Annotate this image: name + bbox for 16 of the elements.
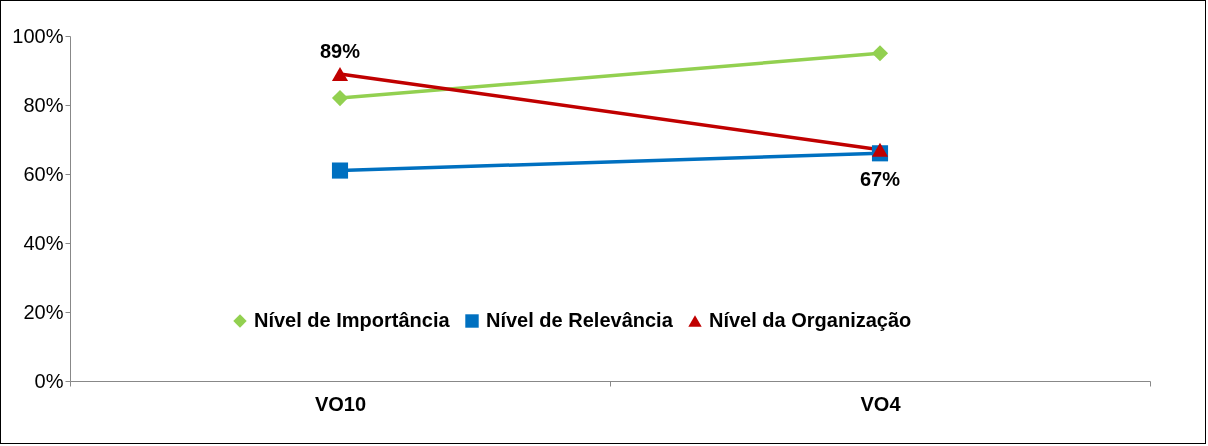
point xyxy=(331,162,349,179)
legend-label: Nível de Relevância xyxy=(486,309,674,331)
y-tick-label: 0% xyxy=(34,369,64,392)
y-tick-label: 80% xyxy=(23,93,64,116)
legend-label: Nível da Organização xyxy=(709,309,912,331)
point xyxy=(871,45,889,62)
y-tick-label: 20% xyxy=(23,300,64,323)
y-tick-label: 100% xyxy=(12,24,64,47)
legend-label: Nível de Importância xyxy=(254,309,451,331)
x-tick-label: VO10 xyxy=(314,392,367,415)
point xyxy=(331,90,349,107)
x-tick-label: VO4 xyxy=(860,392,902,415)
y-tick-label: 40% xyxy=(23,231,64,254)
y-tick-label: 60% xyxy=(23,162,64,185)
data-label: 67% xyxy=(859,167,901,190)
data-label: 89% xyxy=(319,39,361,62)
